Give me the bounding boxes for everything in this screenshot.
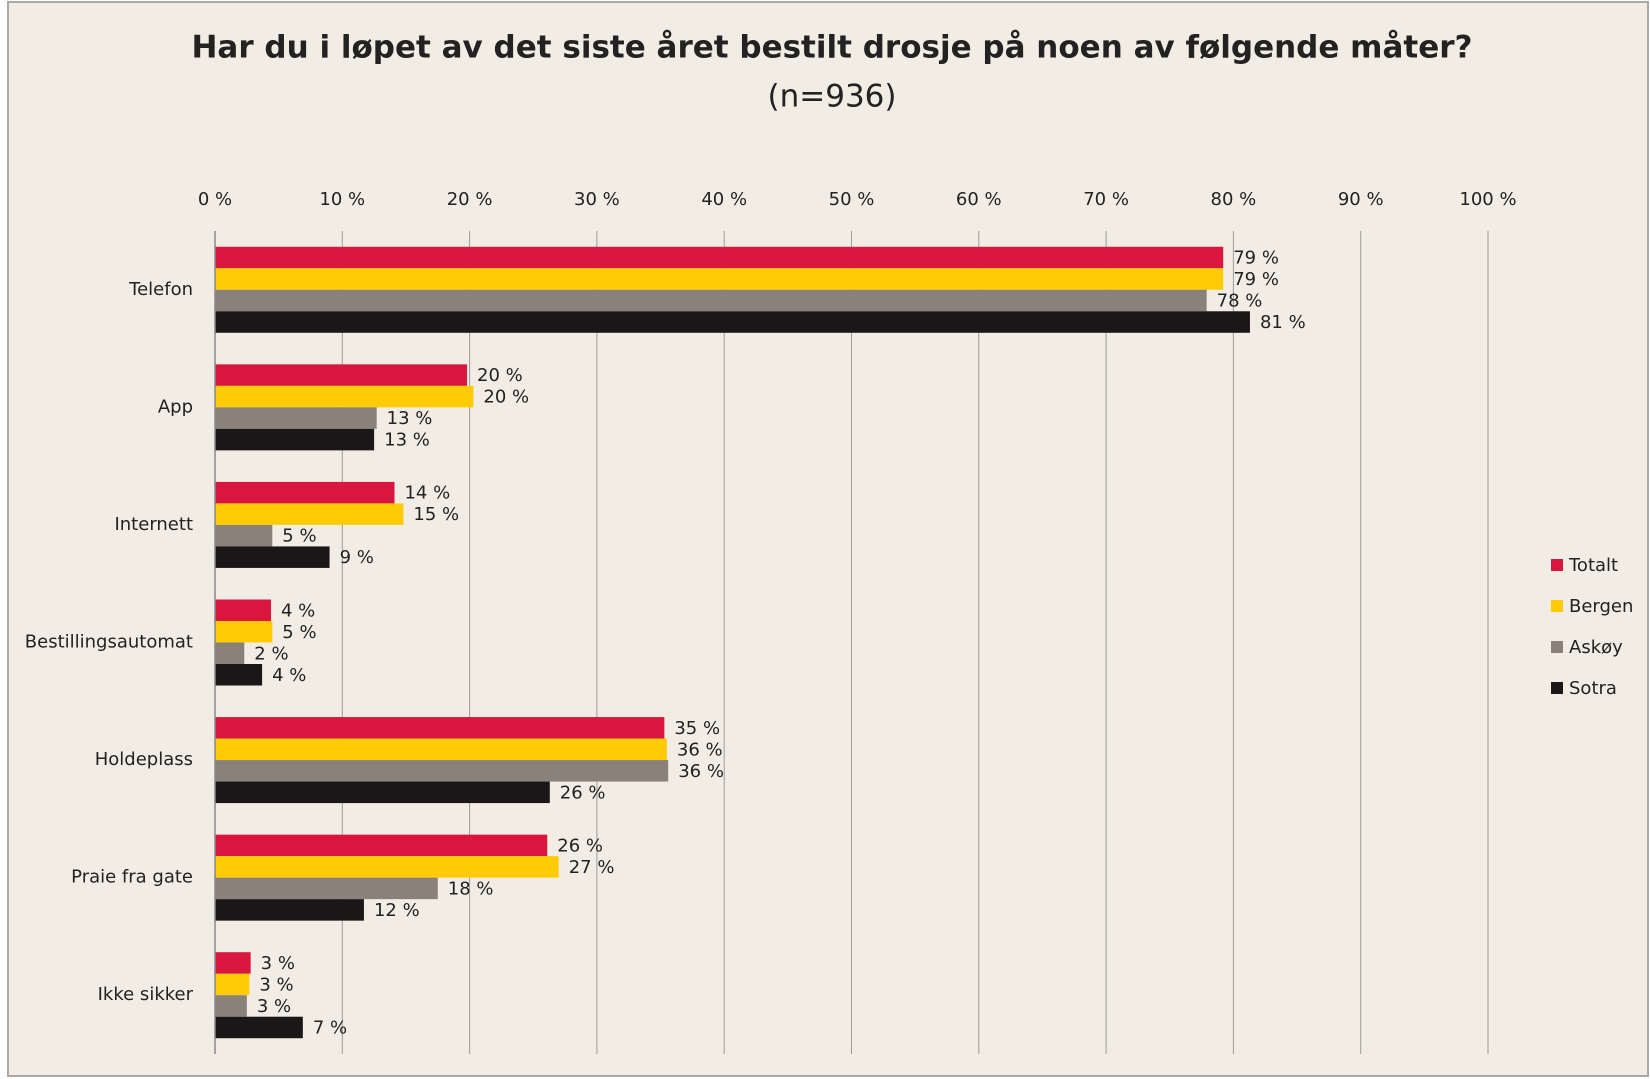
value-label: 13 %	[387, 408, 433, 429]
x-tick-label: 80 %	[1211, 189, 1257, 210]
bar	[215, 621, 273, 643]
x-tick-label: 20 %	[447, 189, 493, 210]
bar	[215, 877, 438, 900]
y-tick-label: Ikke sikker	[98, 984, 194, 1005]
y-tick-label: Praie fra gate	[71, 867, 193, 888]
value-label: 20 %	[483, 387, 529, 408]
value-label: 14 %	[404, 483, 450, 504]
x-tick-label: 60 %	[956, 189, 1002, 210]
value-label: 12 %	[374, 900, 420, 921]
value-label: 2 %	[254, 643, 288, 664]
x-tick-label: 70 %	[1083, 189, 1129, 210]
value-label: 3 %	[257, 996, 291, 1017]
bar	[215, 289, 1207, 312]
value-label: 35 %	[674, 718, 720, 739]
bar	[215, 738, 667, 761]
x-tick-label: 50 %	[829, 189, 875, 210]
bar	[215, 246, 1224, 269]
legend-swatch	[1551, 682, 1563, 694]
y-tick-label: Holdeplass	[95, 749, 193, 770]
bar	[215, 364, 468, 386]
bar	[215, 856, 559, 878]
chart-title: Har du i løpet av det siste året bestilt…	[191, 30, 1472, 66]
value-label: 81 %	[1260, 312, 1306, 333]
value-label: 79 %	[1233, 248, 1279, 269]
value-label: 9 %	[340, 547, 374, 568]
bar	[215, 642, 245, 664]
bar	[215, 268, 1224, 290]
bar	[215, 311, 1250, 333]
value-label: 4 %	[272, 665, 306, 686]
legend-swatch	[1551, 641, 1563, 653]
bar	[215, 599, 272, 621]
bar	[215, 385, 474, 408]
value-label: 13 %	[384, 430, 430, 451]
bar	[215, 995, 247, 1017]
value-label: 36 %	[677, 739, 723, 760]
legend-swatch	[1551, 559, 1563, 571]
x-tick-label: 40 %	[701, 189, 747, 210]
legend-label: Totalt	[1568, 555, 1618, 576]
bar	[215, 717, 665, 739]
value-label: 7 %	[313, 1017, 347, 1038]
value-label: 78 %	[1217, 291, 1263, 312]
bar	[215, 546, 330, 568]
x-tick-label: 10 %	[319, 189, 365, 210]
x-tick-label: 90 %	[1338, 189, 1384, 210]
value-label: 20 %	[477, 365, 523, 386]
value-label: 18 %	[448, 878, 494, 899]
value-label: 27 %	[569, 857, 615, 878]
bar	[215, 899, 364, 921]
value-label: 15 %	[413, 504, 459, 525]
y-tick-label: Internett	[114, 514, 193, 535]
bar	[215, 664, 263, 686]
bar	[215, 781, 550, 804]
bar	[215, 760, 669, 782]
value-label: 26 %	[557, 835, 603, 856]
x-tick-label: 100 %	[1459, 189, 1516, 210]
legend-label: Sotra	[1569, 678, 1617, 699]
bar	[215, 503, 404, 525]
value-label: 3 %	[259, 974, 293, 995]
bar	[215, 524, 273, 547]
bar	[215, 952, 251, 974]
x-tick-label: 30 %	[574, 189, 620, 210]
value-label: 4 %	[281, 600, 315, 621]
bar	[215, 428, 375, 451]
legend-label: Askøy	[1569, 637, 1623, 658]
x-tick-label: 0 %	[198, 189, 232, 210]
y-tick-label: Bestillingsautomat	[25, 632, 193, 653]
y-tick-label: Telefon	[128, 279, 193, 300]
y-tick-label: App	[158, 396, 193, 417]
value-label: 26 %	[560, 782, 606, 803]
value-label: 3 %	[261, 953, 295, 974]
bar	[215, 834, 548, 857]
value-label: 5 %	[282, 622, 316, 643]
chart-subtitle: (n=936)	[768, 79, 897, 115]
bar	[215, 973, 250, 996]
legend-label: Bergen	[1569, 596, 1633, 617]
value-label: 79 %	[1233, 269, 1279, 290]
value-label: 5 %	[282, 526, 316, 547]
bar	[215, 407, 377, 429]
legend-swatch	[1551, 600, 1563, 612]
bar	[215, 1016, 303, 1039]
value-label: 36 %	[678, 761, 724, 782]
bar	[215, 481, 395, 504]
